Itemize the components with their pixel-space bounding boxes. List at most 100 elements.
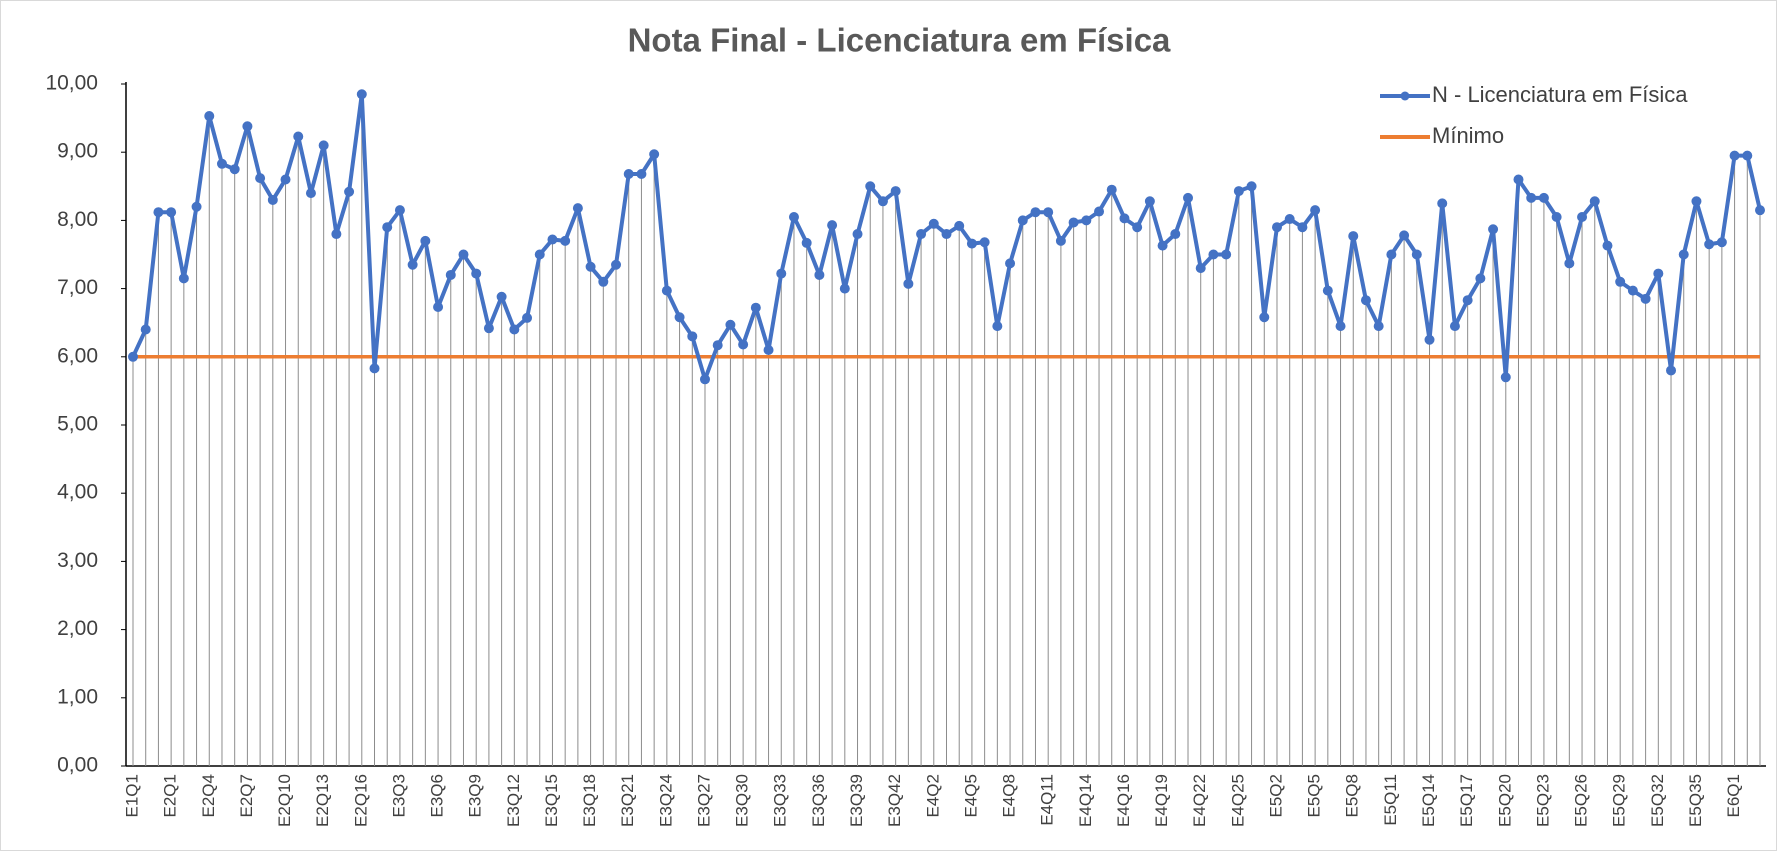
marker — [992, 321, 1003, 332]
marker — [788, 211, 799, 222]
marker — [928, 218, 939, 229]
marker — [1068, 217, 1079, 228]
x-tick-label: E4Q16 — [1114, 774, 1133, 827]
marker — [801, 237, 812, 248]
y-tick-label: 9,00 — [57, 140, 98, 163]
marker — [1475, 273, 1486, 284]
marker — [1564, 258, 1575, 269]
marker — [1360, 295, 1371, 306]
x-tick-label: E3Q12 — [504, 774, 523, 827]
x-tick-label: E1Q1 — [122, 774, 141, 817]
x-tick-label: E4Q2 — [923, 774, 942, 817]
marker — [827, 220, 838, 231]
marker — [1437, 198, 1448, 209]
marker — [1755, 205, 1765, 216]
marker — [1170, 229, 1181, 240]
marker — [1411, 249, 1422, 260]
x-tick-label: E5Q23 — [1533, 774, 1552, 827]
marker — [1500, 372, 1511, 383]
marker — [382, 222, 393, 233]
marker — [1043, 207, 1054, 218]
marker — [1017, 215, 1028, 226]
marker — [1691, 196, 1702, 207]
x-tick-label: E3Q18 — [580, 774, 599, 827]
y-tick-label: 10,00 — [45, 72, 98, 95]
y-tick-label: 7,00 — [57, 276, 98, 299]
marker — [1602, 240, 1613, 251]
x-tick-label: E4Q22 — [1190, 774, 1209, 827]
marker — [1386, 249, 1397, 260]
marker — [293, 131, 304, 142]
y-tick-label: 3,00 — [57, 549, 98, 572]
marker — [356, 89, 367, 100]
x-tick-label: E2Q7 — [237, 774, 256, 817]
marker — [267, 194, 278, 205]
marker — [1399, 230, 1410, 241]
marker — [344, 186, 355, 197]
marker — [1373, 321, 1384, 332]
marker — [636, 169, 647, 180]
marker — [483, 323, 494, 334]
marker — [394, 205, 405, 216]
x-tick-label: E5Q11 — [1381, 774, 1400, 826]
marker — [1526, 192, 1537, 203]
marker — [153, 207, 164, 218]
marker — [433, 302, 444, 313]
x-tick-label: E3Q33 — [771, 774, 790, 827]
marker — [814, 269, 825, 280]
y-tick-label: 6,00 — [57, 344, 98, 367]
marker — [1284, 214, 1295, 225]
x-tick-label: E3Q42 — [885, 774, 904, 827]
marker — [941, 229, 952, 240]
y-tick-label: 1,00 — [57, 685, 98, 708]
marker — [611, 259, 622, 270]
x-tick-label: E5Q20 — [1495, 774, 1514, 827]
marker — [1742, 150, 1753, 161]
marker — [916, 229, 927, 240]
x-tick-label: E5Q26 — [1572, 774, 1591, 827]
marker — [1005, 258, 1016, 269]
marker — [1716, 237, 1727, 248]
marker — [280, 174, 291, 185]
marker — [1538, 192, 1549, 203]
x-tick-label: E5Q29 — [1610, 774, 1629, 827]
x-tick-label: E4Q5 — [961, 774, 980, 817]
marker — [1055, 235, 1066, 246]
x-tick-label: E2Q13 — [313, 774, 332, 827]
marker — [699, 374, 710, 385]
marker — [242, 121, 253, 132]
marker — [445, 269, 456, 280]
x-tick-label: E5Q32 — [1648, 774, 1667, 827]
x-tick-label: E3Q27 — [694, 774, 713, 827]
marker — [1233, 186, 1244, 197]
marker — [674, 312, 685, 323]
marker — [966, 238, 977, 249]
marker — [877, 196, 888, 207]
marker — [1081, 215, 1092, 226]
marker — [331, 229, 342, 240]
y-tick-label: 8,00 — [57, 208, 98, 231]
marker — [852, 229, 863, 240]
marker — [1322, 285, 1333, 296]
marker — [1666, 365, 1677, 376]
marker — [1297, 222, 1308, 233]
marker — [1119, 213, 1130, 224]
marker — [979, 237, 990, 248]
x-tick-label: E5Q2 — [1266, 774, 1285, 817]
marker — [496, 291, 507, 302]
marker — [623, 169, 634, 180]
marker — [1106, 184, 1117, 195]
x-tick-label: E5Q14 — [1419, 774, 1438, 827]
x-tick-label: E3Q9 — [466, 774, 485, 817]
x-tick-label: E2Q10 — [275, 774, 294, 827]
marker — [420, 235, 431, 246]
marker — [1551, 211, 1562, 222]
marker — [1348, 231, 1359, 242]
marker — [839, 283, 850, 294]
marker — [903, 278, 914, 289]
marker — [1183, 192, 1194, 203]
marker — [1094, 206, 1105, 217]
marker — [1704, 239, 1715, 250]
marker — [750, 302, 761, 313]
